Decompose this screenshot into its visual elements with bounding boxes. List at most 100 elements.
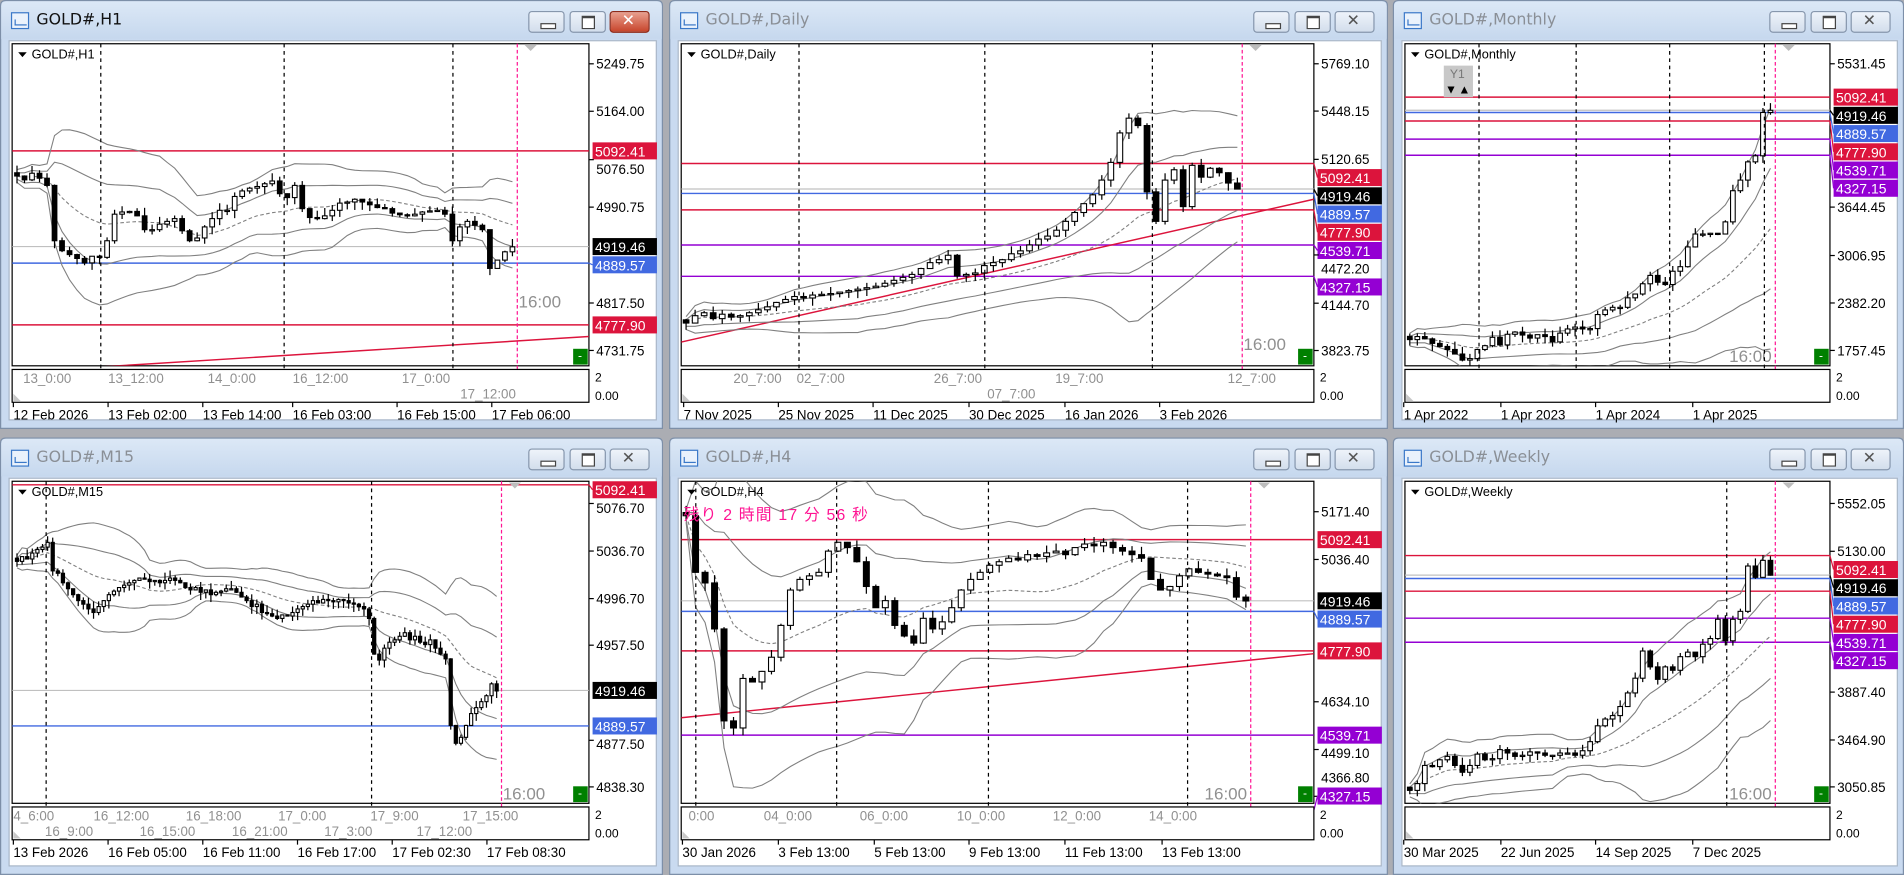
scroll-up-icon[interactable]: ▲: [1458, 83, 1470, 97]
chart-client-area[interactable]: 16:00 GOLD#,H1 - 5249.75 5164.00 5092.41 5076.…: [8, 40, 657, 422]
chart-client-area[interactable]: 16:00 GOLD#,M15 - 5092.41 5076.70 5036.70 4996…: [8, 477, 657, 867]
minimize-button[interactable]: [528, 10, 565, 33]
collapse-button[interactable]: [1298, 786, 1313, 803]
chart-canvas[interactable]: 16:00 GOLD#,Daily - 5769.10 5448.15 5120.65 50…: [679, 41, 1382, 422]
indicator-subwindow[interactable]: [680, 368, 1315, 403]
title-bar[interactable]: GOLD#,H1: [1, 1, 662, 39]
collapse-button[interactable]: [573, 348, 588, 365]
y1-box[interactable]: [1443, 65, 1473, 98]
collapse-button[interactable]: [573, 786, 588, 803]
main-chart-pane[interactable]: [680, 480, 1315, 804]
candle-body-bullish: [1557, 332, 1563, 343]
chart-shift-triangle-icon[interactable]: [508, 482, 521, 489]
dropdown-triangle-icon[interactable]: [687, 489, 696, 495]
chart-symbol-label: GOLD#,M15: [32, 484, 104, 499]
title-bar[interactable]: GOLD#,Daily: [670, 1, 1387, 39]
candle-body-bullish: [1639, 283, 1646, 295]
chart-canvas[interactable]: 16:00 GOLD#,M15 - 5092.41 5076.70 5036.70 4996…: [10, 479, 657, 865]
candle-body-bullish: [786, 589, 794, 626]
chart-canvas[interactable]: 16:00 GOLD#,Monthly Y1 ▼ ▲ - 5531.45 5092.41 491…: [1403, 41, 1898, 422]
candle-body-bearish: [259, 603, 265, 614]
collapse-button[interactable]: [1814, 348, 1829, 365]
chart-window-weekly[interactable]: GOLD#,Weekly 16:00 GOLD#,Weekly - 5552.05 513…: [1392, 437, 1904, 875]
scroll-down-icon[interactable]: ▼: [1445, 83, 1457, 97]
maximize-button[interactable]: [569, 10, 606, 33]
chart-client-area[interactable]: 16:00 GOLD#,H4 残り 2 時間 17 分 56 秒 - 5171.40 50…: [677, 477, 1382, 867]
maximize-button[interactable]: [1810, 10, 1847, 33]
main-chart-pane[interactable]: [680, 43, 1315, 367]
chart-client-area[interactable]: 16:00 GOLD#,Daily - 5769.10 5448.15 5120.65 50…: [677, 40, 1382, 422]
close-button[interactable]: [1850, 10, 1891, 33]
collapse-button-label[interactable]: -: [578, 786, 582, 800]
indicator-subwindow[interactable]: [11, 806, 590, 841]
candlestick: [479, 223, 486, 233]
chart-window-h1[interactable]: GOLD#,H1 16:00 GOLD#,H1 - 5249.75 5164.00 5092…: [0, 0, 664, 430]
maximize-button[interactable]: [1810, 448, 1847, 471]
title-bar[interactable]: GOLD#,M15: [1, 438, 662, 477]
candle-body-bullish: [1017, 250, 1024, 255]
maximize-button[interactable]: [1294, 448, 1331, 471]
trend-line[interactable]: [681, 198, 1314, 343]
dropdown-triangle-icon[interactable]: [687, 52, 696, 58]
chart-client-area[interactable]: 16:00 GOLD#,Monthly Y1 ▼ ▲ - 5531.45 5092.41 491…: [1401, 40, 1898, 422]
indicator-subwindow[interactable]: [11, 368, 590, 403]
collapse-button-label[interactable]: -: [578, 349, 582, 363]
close-button[interactable]: [1334, 10, 1375, 33]
dropdown-triangle-icon[interactable]: [18, 52, 27, 58]
chart-client-area[interactable]: 16:00 GOLD#,Weekly - 5552.05 5130.00 5092.41 4…: [1401, 477, 1898, 867]
close-button[interactable]: [609, 10, 650, 33]
trend-line[interactable]: [681, 652, 1314, 719]
chart-window-m15[interactable]: GOLD#,M15 16:00 GOLD#,M15 - 5092.41 5076.70 50…: [0, 437, 664, 875]
trend-line[interactable]: [12, 335, 589, 372]
candlestick: [314, 210, 321, 221]
chart-shift-triangle-icon[interactable]: [1782, 44, 1795, 52]
candle-body-bullish: [167, 577, 173, 581]
candle-body-bullish: [261, 183, 268, 188]
collapse-button-label[interactable]: -: [1819, 786, 1823, 800]
chart-shift-triangle-icon[interactable]: [1782, 482, 1795, 489]
chart-canvas[interactable]: 16:00 GOLD#,H4 残り 2 時間 17 分 56 秒 - 5171.40 50…: [679, 479, 1382, 865]
chart-shift-triangle-icon[interactable]: [1258, 482, 1271, 489]
close-button[interactable]: [1334, 448, 1375, 471]
collapse-button-label[interactable]: -: [1303, 786, 1307, 800]
collapse-button[interactable]: [1814, 786, 1829, 803]
dropdown-triangle-icon[interactable]: [1411, 52, 1420, 58]
candlestick: [173, 575, 178, 586]
minimize-button[interactable]: [1769, 10, 1806, 33]
candlestick: [1100, 538, 1108, 553]
candle-body-bearish: [356, 603, 362, 608]
close-button[interactable]: [1850, 448, 1891, 471]
dropdown-triangle-icon[interactable]: [18, 489, 27, 495]
minimize-button[interactable]: [1253, 448, 1290, 471]
chart-canvas[interactable]: 16:00 GOLD#,Weekly - 5552.05 5130.00 5092.41 4…: [1403, 479, 1898, 865]
chart-shift-triangle-icon[interactable]: [524, 44, 537, 52]
dropdown-triangle-icon[interactable]: [1411, 489, 1420, 495]
candlestick: [1557, 749, 1563, 759]
title-bar[interactable]: GOLD#,Weekly: [1394, 438, 1903, 477]
candle-body-bearish: [453, 724, 458, 744]
collapse-button-label[interactable]: -: [1303, 349, 1307, 363]
collapse-button[interactable]: [1298, 348, 1313, 365]
collapse-button-label[interactable]: -: [1819, 349, 1823, 363]
indicator-subwindow[interactable]: [1404, 806, 1831, 841]
minimize-button[interactable]: [528, 448, 565, 471]
title-bar[interactable]: GOLD#,Monthly: [1394, 1, 1903, 39]
chart-canvas[interactable]: 16:00 GOLD#,H1 - 5249.75 5164.00 5092.41 5076.…: [10, 41, 657, 422]
minimize-button[interactable]: [1253, 10, 1290, 33]
candle-body-bearish: [472, 220, 478, 226]
indicator-subwindow[interactable]: [1404, 368, 1831, 403]
maximize-button[interactable]: [1294, 10, 1331, 33]
chart-window-monthly[interactable]: GOLD#,Monthly 16:00 GOLD#,Monthly Y1 ▼▲ - 5531…: [1392, 0, 1904, 430]
chart-window-h4[interactable]: GOLD#,H4 16:00 GOLD#,H4 残り 2 時間 17 分 56 秒 - 5…: [669, 437, 1388, 875]
close-button[interactable]: [609, 448, 650, 471]
main-chart-pane[interactable]: [11, 480, 590, 804]
candlestick: [310, 595, 316, 612]
indicator-subwindow[interactable]: [680, 806, 1315, 841]
candle-body-bullish: [1594, 725, 1601, 743]
chart-shift-triangle-icon[interactable]: [1249, 44, 1262, 52]
maximize-button[interactable]: [569, 448, 606, 471]
candlestick: [1213, 572, 1221, 577]
title-bar[interactable]: GOLD#,H4: [670, 438, 1387, 477]
chart-window-daily[interactable]: GOLD#,Daily 16:00 GOLD#,Daily - 5769.10 5448.…: [669, 0, 1388, 430]
minimize-button[interactable]: [1769, 448, 1806, 471]
